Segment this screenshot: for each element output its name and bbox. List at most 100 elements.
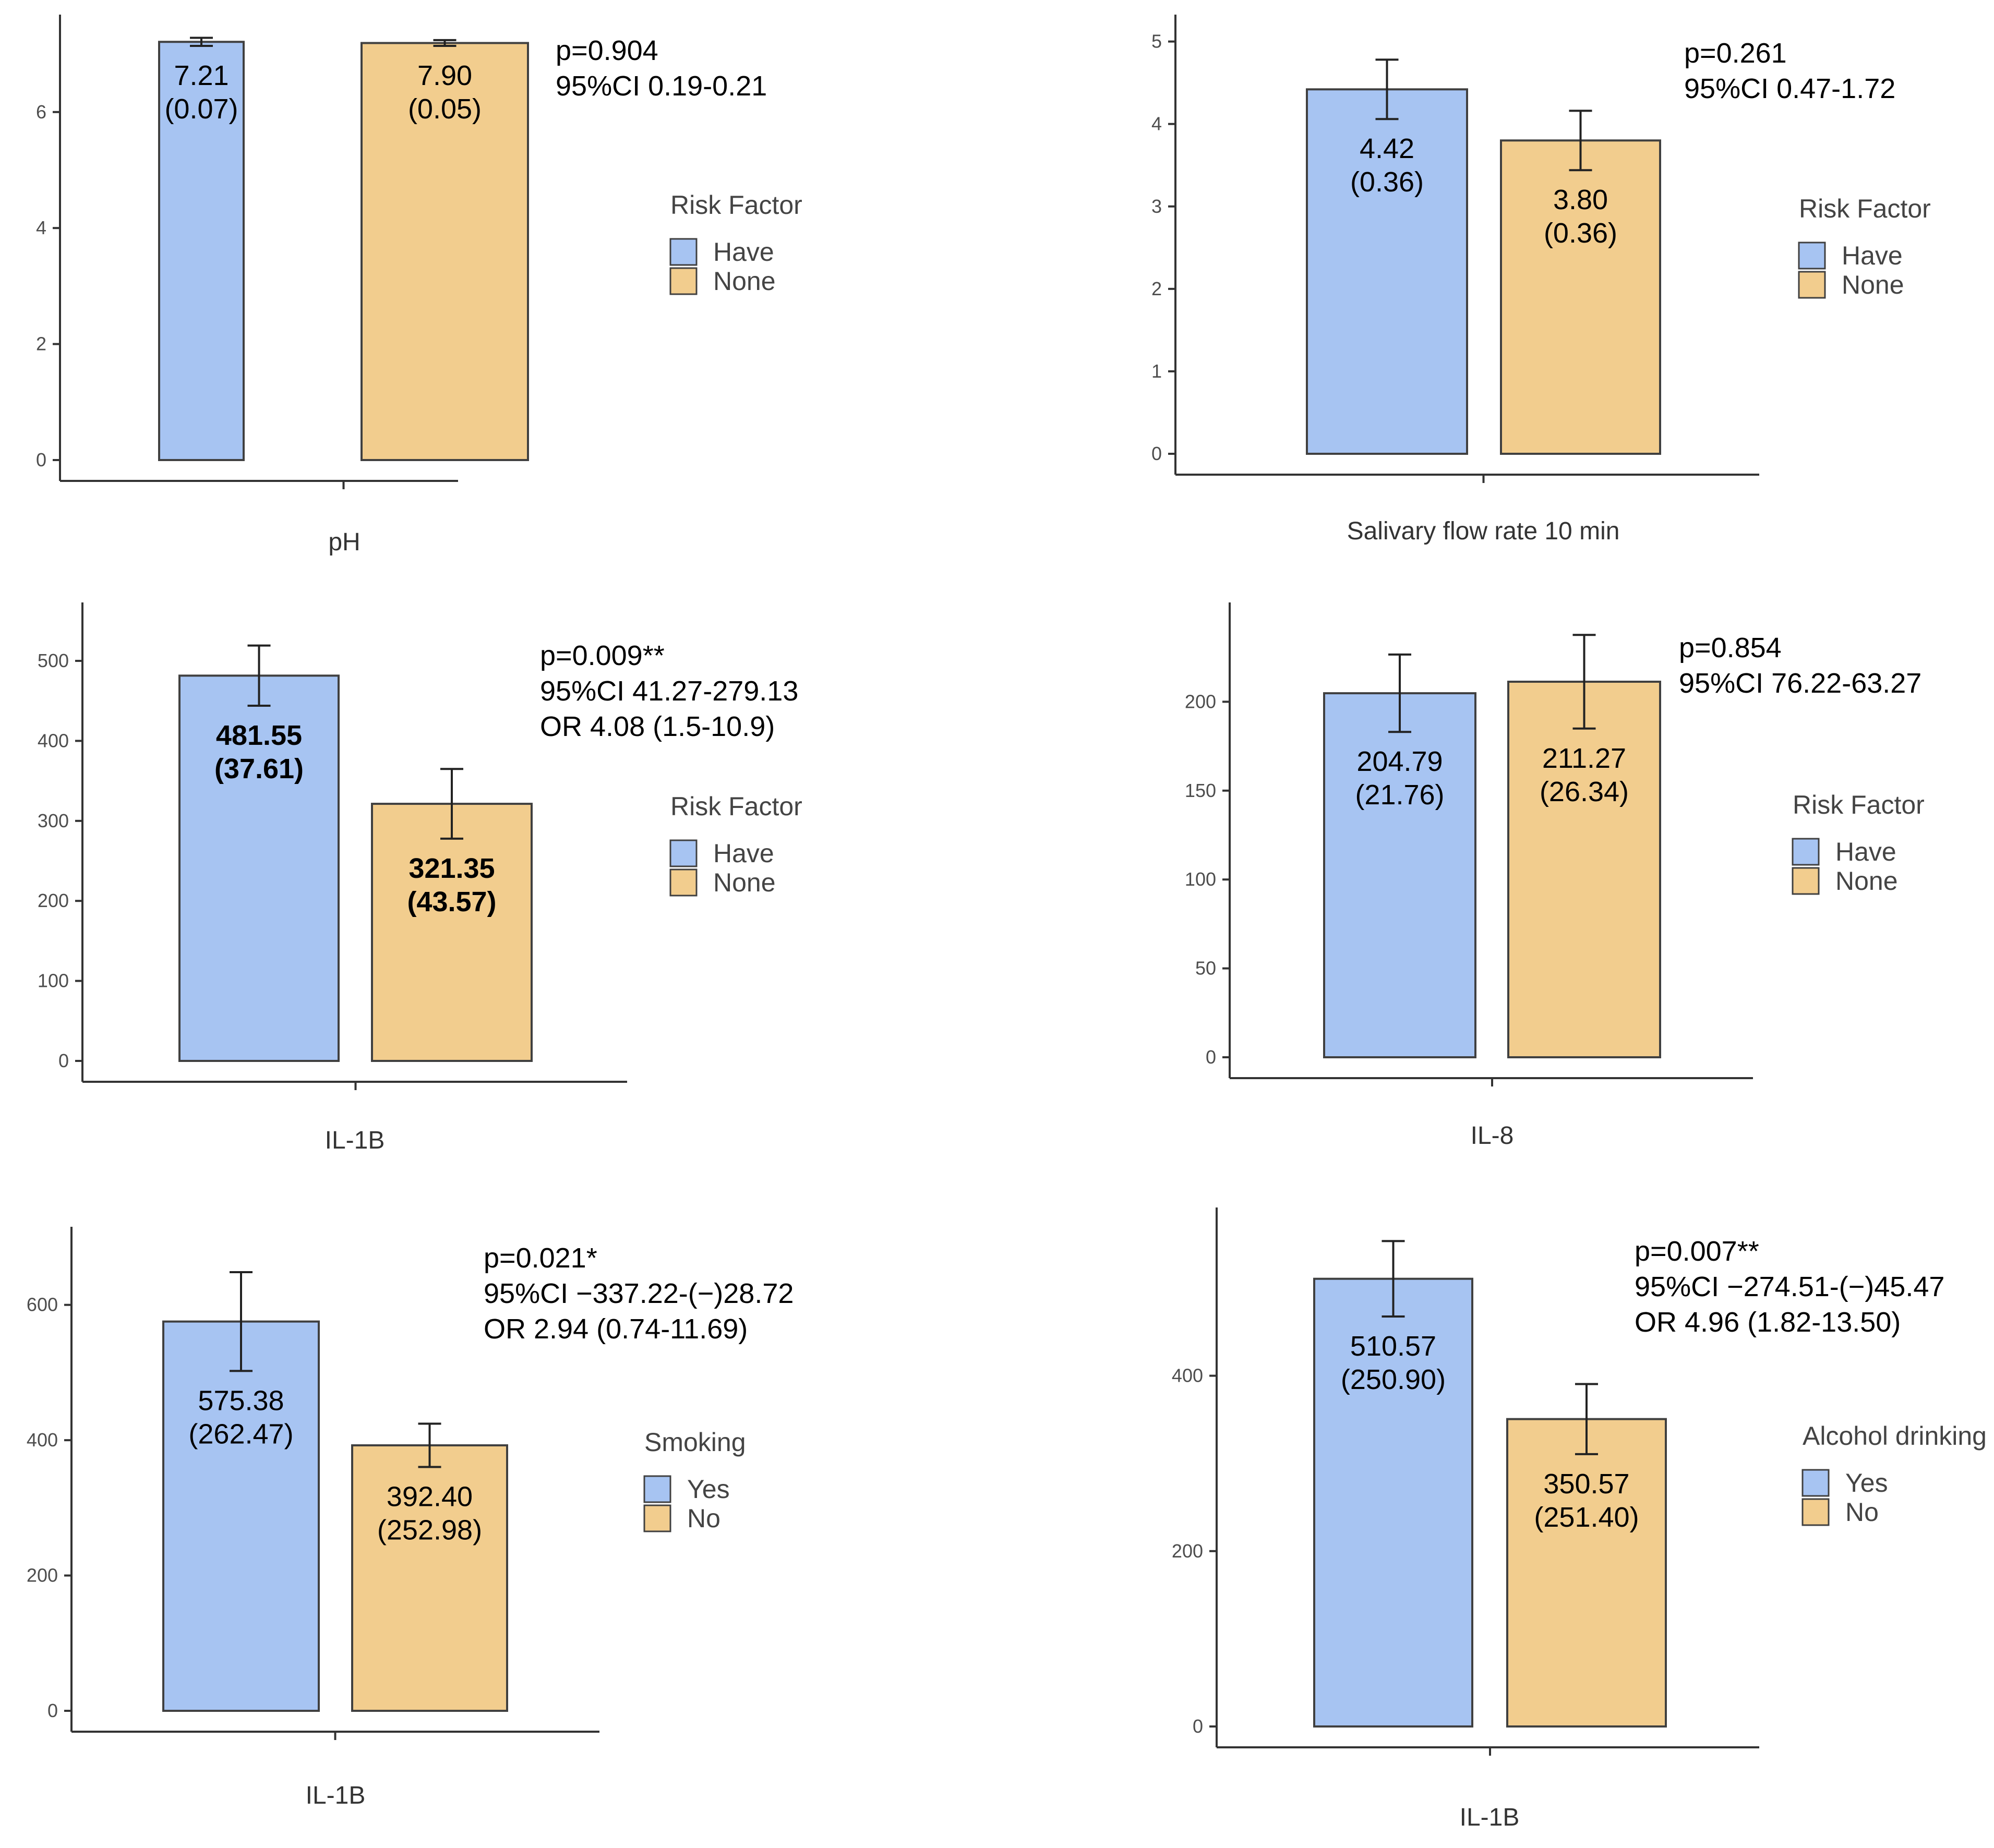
y-tick-label: 1 (1151, 360, 1162, 382)
bar-se-label: (0.36) (1544, 218, 1617, 249)
y-tick-label: 200 (27, 1565, 58, 1586)
bar-group1 (1306, 88, 1468, 455)
error-bar (1375, 58, 1399, 120)
stats-annotation: 95%CI −274.51-(−)45.47 (1635, 1271, 1944, 1302)
bar-se-label: (37.61) (214, 753, 304, 784)
error-bar (433, 39, 457, 47)
error-bar (1388, 653, 1411, 733)
bar-se-label: (21.76) (1355, 779, 1444, 811)
y-tick-label: 100 (1185, 868, 1216, 890)
y-tick-label: 2 (36, 333, 46, 355)
bar-group1 (162, 1320, 320, 1712)
legend-swatch (669, 839, 698, 867)
stats-annotation: p=0.009** (540, 640, 665, 671)
y-tick-label: 50 (1195, 958, 1216, 979)
legend-title: Risk Factor (1799, 194, 1931, 223)
bar-value-label: 7.21 (174, 60, 229, 91)
error-bar (418, 1422, 441, 1468)
y-tick-label: 200 (1172, 1540, 1203, 1562)
legend-swatch (1792, 867, 1820, 895)
bar-value-label: 7.90 (417, 60, 472, 91)
error-bar (247, 644, 271, 707)
error-bar (190, 37, 213, 47)
y-tick-label: 0 (36, 449, 46, 470)
chart-panel-5: 0 200 400 600 IL-1B 575.38(262.47) 392.40(252.… (27, 1227, 794, 1809)
y-tick-label: 500 (38, 650, 69, 671)
legend-entry: Yes (1845, 1468, 1888, 1497)
chart-panel-4: 0 50 100 150 200 IL-8 204.79(21.76) 211.27(26.3… (1185, 602, 1925, 1150)
legend-title: Risk Factor (670, 190, 802, 220)
bar-se-label: (0.05) (408, 93, 482, 125)
legend-entry: None (713, 868, 776, 897)
bar-group2 (1507, 680, 1661, 1058)
legend-swatch (1792, 838, 1820, 866)
y-tick-label: 400 (38, 730, 69, 751)
x-axis-label: IL-1B (1460, 1804, 1520, 1831)
bar-value-label: 321.35 (409, 853, 495, 884)
stats-annotation: 95%CI 41.27-279.13 (540, 675, 798, 707)
y-tick-label: 200 (38, 890, 69, 911)
bar-se-label: (0.36) (1350, 166, 1424, 198)
bar-value-label: 575.38 (198, 1385, 284, 1416)
legend-entry: None (1835, 866, 1898, 896)
error-bar (1575, 1383, 1598, 1455)
y-tick-label: 3 (1151, 196, 1162, 217)
bar-value-label: 510.57 (1350, 1331, 1436, 1362)
y-tick-label: 150 (1185, 780, 1216, 801)
y-tick-label: 300 (38, 810, 69, 831)
stats-annotation: OR 4.08 (1.5-10.9) (540, 711, 775, 742)
legend-swatch (643, 1504, 671, 1532)
legend-title: Risk Factor (670, 792, 802, 821)
legend-entry: Yes (687, 1475, 730, 1504)
legend-swatch (643, 1475, 671, 1503)
y-tick-label: 200 (1185, 691, 1216, 712)
legend-entry: None (1842, 270, 1904, 299)
legend-title: Alcohol drinking (1803, 1421, 1987, 1451)
legend-swatch (669, 868, 698, 897)
bar-value-label: 211.27 (1542, 743, 1626, 774)
legend-entry: Have (1835, 837, 1896, 866)
legend-entry: No (687, 1504, 720, 1533)
y-tick-label: 400 (1172, 1365, 1203, 1386)
legend-entry: None (713, 267, 776, 296)
bar-group1 (158, 41, 245, 462)
bar-value-label: 4.42 (1360, 133, 1414, 164)
x-axis-label: pH (328, 528, 360, 556)
stats-annotation: p=0.261 (1684, 38, 1787, 69)
y-tick-label: 0 (1206, 1046, 1216, 1068)
bar-se-label: (43.57) (407, 886, 496, 917)
bar-value-label: 3.80 (1553, 184, 1608, 215)
bar-group2 (351, 1444, 508, 1712)
legend-title: Smoking (644, 1428, 746, 1457)
stats-annotation: p=0.021* (484, 1242, 597, 1274)
bar-se-label: (251.40) (1534, 1502, 1639, 1533)
legend-swatch (669, 267, 698, 295)
stats-annotation: p=0.854 (1679, 632, 1782, 663)
bar-group1 (1313, 1277, 1473, 1728)
legend-title: Risk Factor (1793, 790, 1925, 819)
bar-group2 (1506, 1418, 1667, 1728)
chart-panel-1: 0 2 4 6 pH 7.21(0.07) 7.90(0.05) p=0.904 95%CI 0… (36, 15, 802, 556)
legend-entry: Have (1842, 241, 1903, 270)
x-axis-label: IL-1B (306, 1782, 366, 1809)
legend-swatch (1798, 241, 1826, 270)
y-tick-label: 5 (1151, 31, 1162, 52)
bar-se-label: (0.07) (164, 93, 238, 125)
y-tick-label: 0 (47, 1700, 58, 1721)
y-tick-label: 600 (27, 1294, 58, 1315)
legend-swatch (1801, 1498, 1830, 1526)
error-bar (440, 768, 463, 840)
legend-entry: Have (713, 237, 774, 267)
y-tick-label: 6 (36, 101, 46, 123)
bar-value-label: 392.40 (387, 1481, 473, 1513)
y-tick-label: 0 (1151, 443, 1162, 464)
y-tick-label: 0 (1193, 1716, 1203, 1737)
bar-group2 (361, 42, 529, 462)
chart-panel-6: 0 200 400 IL-1B 510.57(250.90) 350.57(251.40)… (1172, 1207, 1987, 1831)
stats-annotation: 95%CI 76.22-63.27 (1679, 668, 1921, 699)
bar-se-label: (252.98) (377, 1515, 482, 1546)
